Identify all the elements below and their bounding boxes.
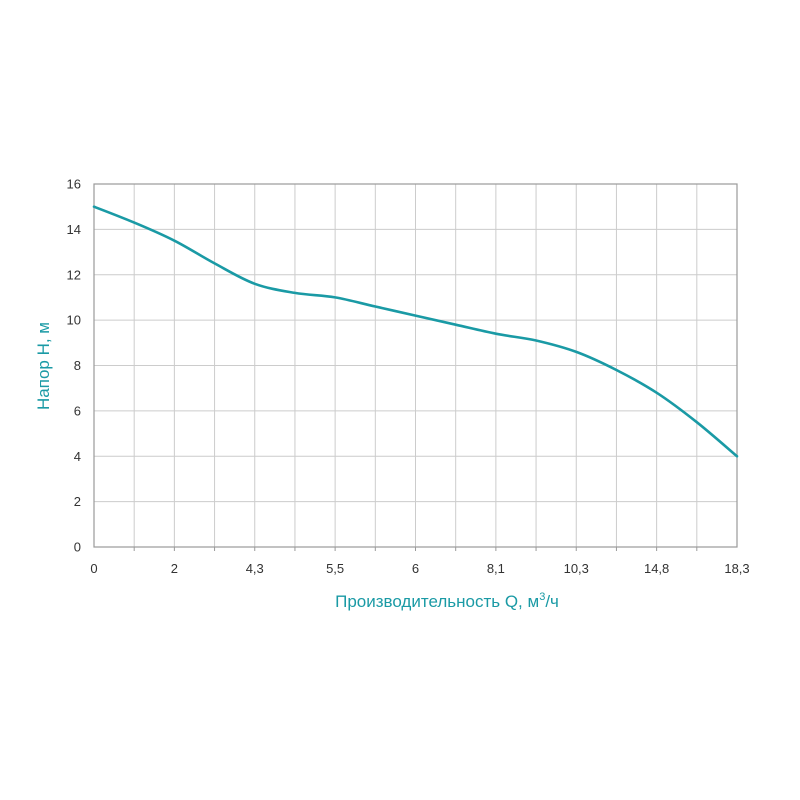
- y-tick-labels: 0 2 4 6 8 10 12 14 16: [67, 177, 81, 555]
- grid: [94, 184, 737, 547]
- tick-marks: [133, 547, 698, 551]
- x-axis-title-main: Производительность Q, м: [335, 592, 539, 611]
- y-tick-label: 0: [74, 540, 81, 555]
- y-tick-label: 14: [67, 222, 81, 237]
- x-tick-label: 5,5: [326, 561, 344, 576]
- x-axis-title: Производительность Q, м3/ч: [335, 591, 559, 611]
- y-tick-label: 4: [74, 449, 81, 464]
- y-tick-label: 2: [74, 494, 81, 509]
- x-tick-label: 10,3: [564, 561, 589, 576]
- x-tick-label: 0: [90, 561, 97, 576]
- y-tick-label: 12: [67, 267, 81, 282]
- x-tick-labels: 0 2 4,3 5,5 6 8,1 10,3 14,8 18,3: [90, 561, 749, 576]
- y-tick-label: 10: [67, 313, 81, 328]
- x-tick-label: 6: [412, 561, 419, 576]
- x-axis-title-suffix: /ч: [545, 592, 559, 611]
- y-tick-label: 16: [67, 177, 81, 192]
- series-line: [92, 205, 739, 458]
- x-tick-label: 2: [171, 561, 178, 576]
- y-tick-label: 8: [74, 358, 81, 373]
- x-tick-label: 18,3: [724, 561, 749, 576]
- y-axis-title: Напор Н, м: [34, 322, 53, 410]
- x-axis-title-superscript: 3: [539, 591, 545, 603]
- x-tick-label: 4,3: [246, 561, 264, 576]
- x-tick-label: 8,1: [487, 561, 505, 576]
- y-tick-label: 6: [74, 403, 81, 418]
- x-tick-label: 14,8: [644, 561, 669, 576]
